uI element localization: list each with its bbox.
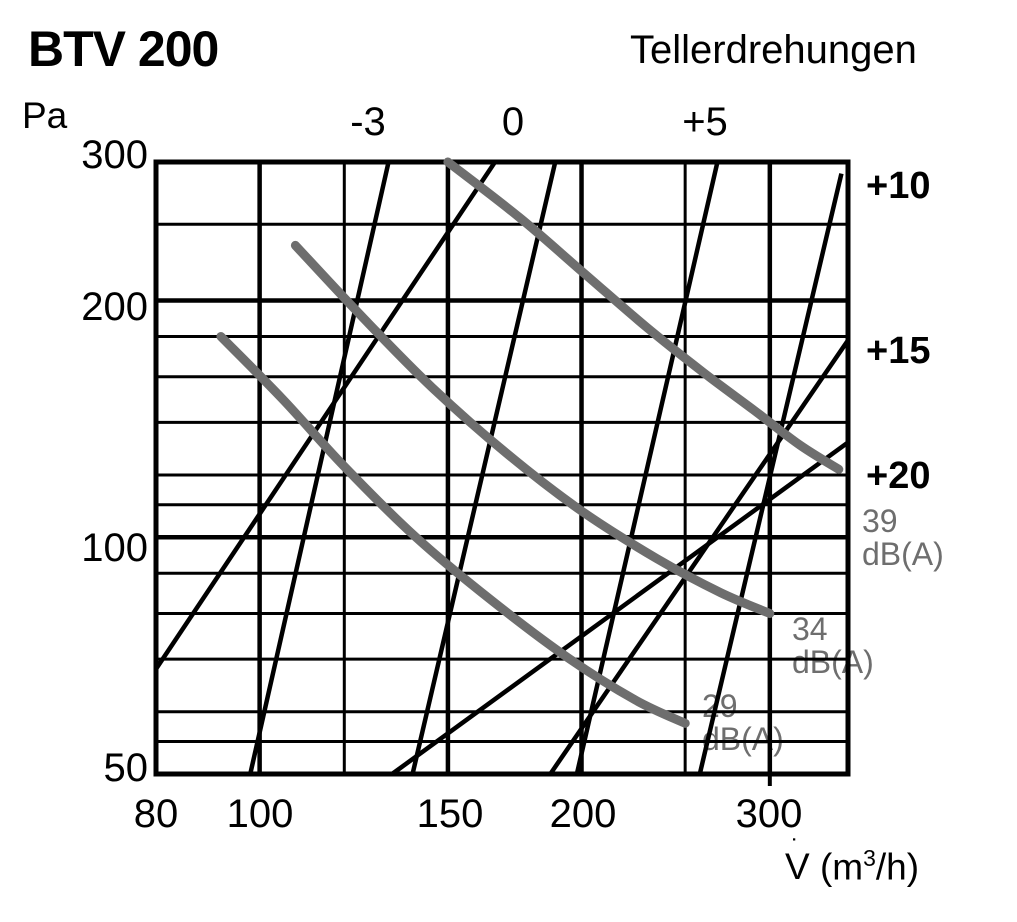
plot-frame <box>153 159 851 777</box>
noise-curve-39dBA <box>443 157 844 474</box>
x-tick-150: 150 <box>416 792 484 836</box>
x-tick-80: 80 <box>133 792 179 836</box>
setting-line-+15 <box>548 339 850 776</box>
top-label-0: 0 <box>501 100 525 144</box>
setting-line--3 <box>248 161 391 775</box>
setting-line-+20 <box>390 440 850 776</box>
setting-line-+5 <box>574 161 720 775</box>
x-tick-300: 300 <box>735 792 803 836</box>
vdot-accent: ˙ <box>791 833 800 863</box>
noise-label-39-value: 39 <box>862 503 898 539</box>
page-title: BTV 200 <box>28 21 219 77</box>
x-axis-label-vdot: V ˙ <box>785 833 810 888</box>
y-tick-50: 50 <box>103 746 149 790</box>
x-tick-100: 100 <box>226 792 294 836</box>
x-axis-label-rest: (m <box>809 846 864 888</box>
y-tick-200: 200 <box>81 285 148 329</box>
x-axis-label-exponent: 3 <box>863 845 876 871</box>
noise-label-34-unit: dB(A) <box>792 643 874 680</box>
top-label--3: -3 <box>350 100 386 144</box>
setting-line-0 <box>410 161 558 775</box>
x-tick-200: 200 <box>549 792 617 836</box>
chart-subtitle: Tellerdrehungen <box>630 28 917 72</box>
x-axis-label: V ˙ (m3/h) <box>785 833 920 888</box>
y-tick-100: 100 <box>81 526 148 570</box>
noise-label-39: 39 dB(A) <box>862 505 944 570</box>
noise-label-34: 34 dB(A) <box>792 613 874 678</box>
setting-line-n6 <box>154 160 497 671</box>
vdot-glyph: V <box>785 846 810 888</box>
setting-line-+10 <box>697 173 844 775</box>
right-label-+15: +15 <box>866 330 931 372</box>
top-label-+5: +5 <box>682 100 728 144</box>
noise-label-34-value: 34 <box>792 611 828 647</box>
noise-curve-34dBA <box>290 240 775 618</box>
right-label-+20: +20 <box>866 455 931 497</box>
noise-label-39-unit: dB(A) <box>862 535 944 572</box>
y-axis-unit-label: Pa <box>22 95 68 136</box>
noise-curve-29dBA <box>216 332 690 728</box>
right-label-+10: +10 <box>866 165 931 207</box>
y-tick-300: 300 <box>81 133 148 177</box>
x-axis-label-tail: /h) <box>875 846 920 888</box>
